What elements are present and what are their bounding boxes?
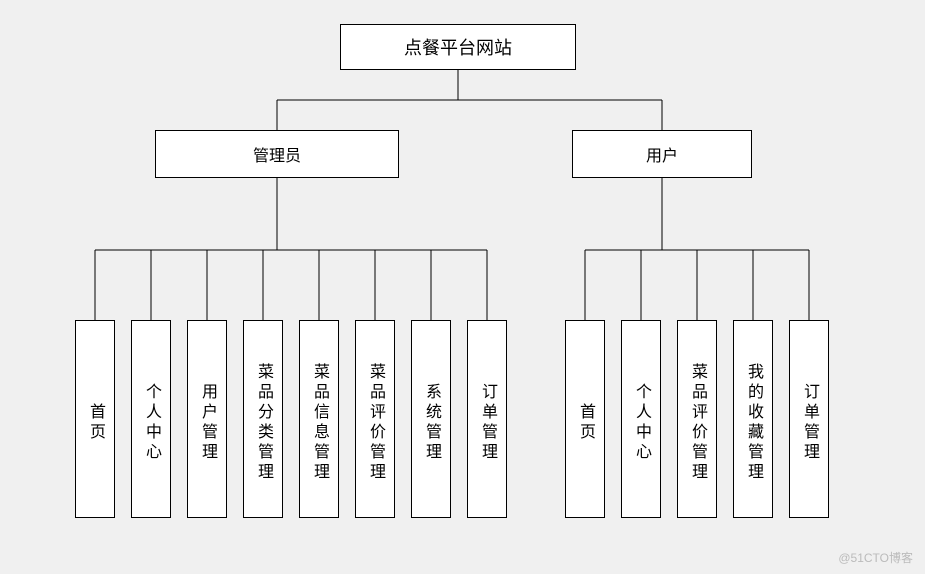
- leaf-node-admin-7: 订单管理: [467, 320, 507, 518]
- leaf-node-admin-2: 用户管理: [187, 320, 227, 518]
- leaf-node-user-4: 订单管理: [789, 320, 829, 518]
- mid-node-user: 用户: [572, 130, 752, 178]
- leaf-node-user-0: 首页: [565, 320, 605, 518]
- org-tree-diagram: 点餐平台网站 管理员 用户 首页个人中心用户管理菜品分类管理菜品信息管理菜品评价…: [0, 0, 925, 574]
- leaf-node-admin-0: 首页: [75, 320, 115, 518]
- watermark: @51CTO博客: [838, 549, 913, 566]
- leaf-node-admin-4: 菜品信息管理: [299, 320, 339, 518]
- leaf-node-user-1: 个人中心: [621, 320, 661, 518]
- leaf-node-admin-3: 菜品分类管理: [243, 320, 283, 518]
- leaf-node-user-3: 我的收藏管理: [733, 320, 773, 518]
- leaf-node-admin-5: 菜品评价管理: [355, 320, 395, 518]
- leaf-node-admin-1: 个人中心: [131, 320, 171, 518]
- mid-node-admin: 管理员: [155, 130, 399, 178]
- root-node: 点餐平台网站: [340, 24, 576, 70]
- leaf-node-user-2: 菜品评价管理: [677, 320, 717, 518]
- leaf-node-admin-6: 系统管理: [411, 320, 451, 518]
